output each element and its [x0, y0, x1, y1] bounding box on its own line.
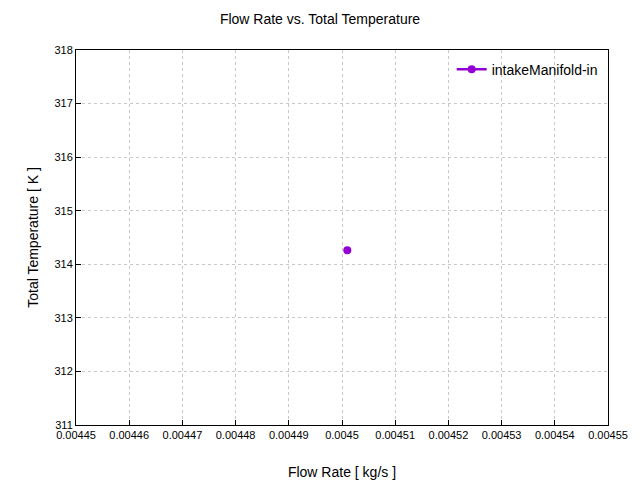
- svg-text:Flow Rate [ kg/s ]: Flow Rate [ kg/s ]: [288, 464, 396, 480]
- svg-text:Total Temperature [ K ]: Total Temperature [ K ]: [25, 167, 41, 308]
- svg-text:0.00449: 0.00449: [269, 429, 309, 441]
- svg-text:312: 312: [54, 365, 72, 377]
- svg-text:intakeManifold-in: intakeManifold-in: [492, 62, 598, 78]
- svg-text:0.00453: 0.00453: [482, 429, 522, 441]
- svg-text:0.00446: 0.00446: [109, 429, 149, 441]
- svg-text:317: 317: [54, 97, 72, 109]
- svg-text:0.00445: 0.00445: [56, 429, 96, 441]
- svg-text:0.00448: 0.00448: [216, 429, 256, 441]
- svg-text:316: 316: [54, 151, 72, 163]
- svg-text:0.00451: 0.00451: [375, 429, 415, 441]
- svg-text:0.00447: 0.00447: [163, 429, 203, 441]
- svg-text:0.0045: 0.0045: [325, 429, 359, 441]
- svg-text:0.00452: 0.00452: [429, 429, 469, 441]
- svg-text:Flow Rate vs. Total Temperatur: Flow Rate vs. Total Temperature: [220, 11, 420, 27]
- svg-text:0.00455: 0.00455: [588, 429, 628, 441]
- svg-text:318: 318: [54, 44, 72, 56]
- svg-text:313: 313: [54, 312, 72, 324]
- svg-text:315: 315: [54, 205, 72, 217]
- svg-text:0.00454: 0.00454: [535, 429, 575, 441]
- svg-text:314: 314: [54, 258, 72, 270]
- svg-text:311: 311: [55, 419, 73, 431]
